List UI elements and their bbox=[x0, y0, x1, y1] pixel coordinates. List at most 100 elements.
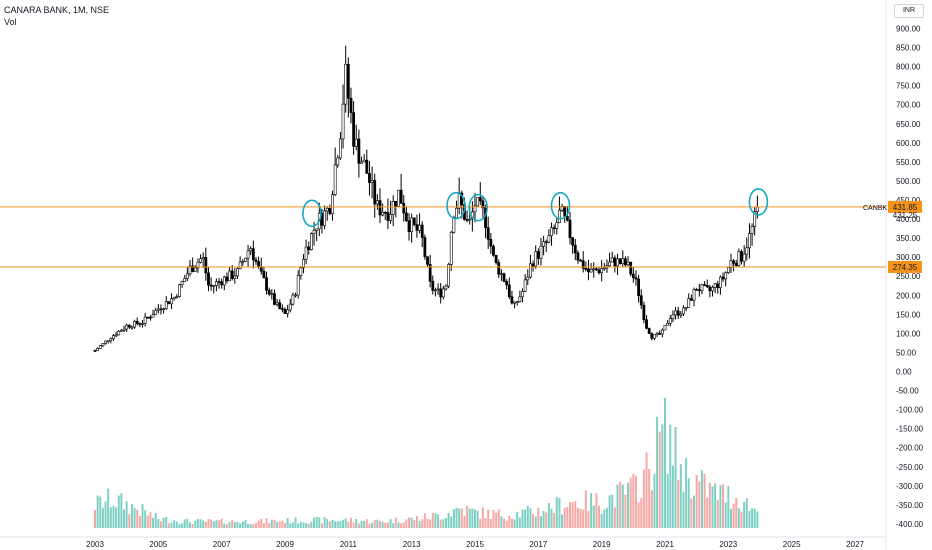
volume-bar bbox=[138, 515, 141, 528]
y-tick-label: 100.00 bbox=[896, 329, 921, 338]
volume-bar bbox=[479, 518, 482, 528]
price-candle bbox=[389, 214, 392, 221]
price-candle bbox=[193, 267, 197, 272]
price-candle bbox=[489, 239, 493, 247]
price-candle bbox=[375, 200, 379, 205]
price-candle bbox=[560, 206, 564, 211]
price-candle bbox=[434, 289, 437, 292]
price-candle bbox=[249, 248, 253, 252]
volume-bar bbox=[284, 523, 286, 528]
y-tick-label: 600.00 bbox=[896, 139, 921, 148]
volume-bar bbox=[605, 507, 608, 528]
volume-bar bbox=[431, 512, 434, 528]
volume-bar bbox=[175, 521, 178, 528]
price-candle bbox=[713, 283, 717, 288]
price-candle bbox=[431, 280, 435, 291]
price-candle bbox=[679, 313, 683, 316]
price-candle bbox=[576, 252, 580, 261]
volume-bar bbox=[729, 508, 732, 528]
price-candle bbox=[365, 159, 369, 174]
price-candle bbox=[531, 263, 535, 267]
price-candle bbox=[141, 323, 144, 325]
x-tick-label: 2027 bbox=[846, 540, 864, 549]
price-candle bbox=[341, 103, 345, 140]
volume-bar bbox=[671, 465, 674, 528]
price-candle bbox=[386, 212, 390, 221]
volume-bar bbox=[273, 519, 276, 528]
price-candle bbox=[323, 210, 326, 226]
volume-bar bbox=[524, 509, 527, 528]
volume-bar bbox=[576, 507, 579, 528]
volume-bar bbox=[170, 522, 173, 528]
volume-bar bbox=[286, 518, 289, 528]
price-candle bbox=[721, 276, 725, 280]
volume-bar bbox=[532, 514, 535, 528]
volume-bar bbox=[510, 518, 513, 528]
volume-bar bbox=[547, 503, 550, 528]
price-candle bbox=[455, 207, 458, 219]
volume-bar bbox=[154, 513, 157, 528]
volume-bar bbox=[218, 520, 221, 528]
volume-bar bbox=[748, 510, 751, 528]
price-candle bbox=[695, 289, 699, 291]
x-tick-label: 2025 bbox=[783, 540, 801, 549]
volume-bar bbox=[334, 521, 337, 528]
y-tick-label: 50.00 bbox=[896, 348, 917, 357]
price-candle bbox=[101, 343, 105, 347]
price-candle bbox=[122, 328, 126, 331]
volume-bar bbox=[447, 512, 450, 528]
price-candle bbox=[331, 194, 334, 214]
volume-bar bbox=[500, 516, 503, 528]
volume-bar bbox=[328, 521, 331, 528]
volume-bar bbox=[466, 505, 469, 528]
volume-bar bbox=[611, 494, 614, 528]
price-candle bbox=[492, 245, 495, 256]
volume-bar bbox=[157, 519, 160, 528]
price-candle bbox=[106, 340, 110, 342]
volume-bar bbox=[629, 477, 632, 528]
currency-button[interactable]: INR bbox=[894, 4, 924, 18]
volume-bar bbox=[355, 518, 358, 528]
price-candle bbox=[267, 289, 271, 295]
price-candle bbox=[436, 288, 440, 291]
volume-bar bbox=[595, 493, 598, 528]
y-tick-label: 800.00 bbox=[896, 63, 921, 72]
price-candle bbox=[676, 310, 680, 316]
volume-bar bbox=[265, 518, 268, 528]
volume-bar bbox=[743, 501, 746, 528]
volume-bar bbox=[342, 520, 345, 528]
price-candle bbox=[486, 227, 490, 240]
volume-bar bbox=[600, 513, 603, 528]
volume-bar bbox=[128, 513, 131, 528]
price-candle bbox=[658, 332, 662, 335]
price-candle bbox=[236, 268, 239, 277]
volume-bar bbox=[693, 495, 696, 528]
volume-bar bbox=[468, 508, 471, 528]
volume-bar bbox=[632, 473, 635, 528]
volume-bar bbox=[642, 469, 645, 528]
price-candle bbox=[499, 273, 503, 275]
volume-bar bbox=[569, 502, 571, 528]
volume-bar bbox=[545, 512, 548, 528]
volume-bar bbox=[125, 501, 128, 528]
price-candle bbox=[645, 319, 648, 329]
price-candle bbox=[565, 216, 569, 221]
volume-bar bbox=[386, 522, 389, 528]
y-tick-label: -150.00 bbox=[896, 425, 924, 434]
price-candle bbox=[592, 268, 596, 271]
price-candle bbox=[476, 197, 480, 207]
price-candle bbox=[444, 285, 448, 290]
price-candle bbox=[740, 251, 743, 262]
volume-bar bbox=[571, 502, 574, 528]
y-tick-label: -100.00 bbox=[896, 406, 924, 415]
price-candle bbox=[703, 284, 706, 286]
volume-bar bbox=[624, 494, 627, 528]
volume-bar bbox=[700, 470, 703, 528]
volume-bar bbox=[289, 523, 292, 528]
volume-bar bbox=[117, 495, 120, 528]
y-tick-label: 500.00 bbox=[896, 177, 921, 186]
volume-bar bbox=[656, 416, 659, 528]
volume-bar bbox=[740, 511, 743, 528]
volume-bar bbox=[204, 521, 207, 528]
